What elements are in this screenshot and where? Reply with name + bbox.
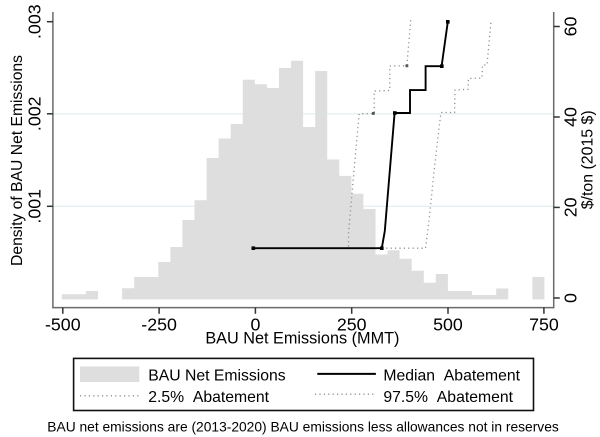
svg-text:$/ton (2015 $): $/ton (2015 $) (580, 110, 597, 209)
svg-text:750: 750 (529, 315, 559, 335)
svg-text:BAU Net Emissions: BAU Net Emissions (148, 367, 286, 384)
svg-text:BAU Net Emissions (MMT): BAU Net Emissions (MMT) (205, 329, 399, 347)
svg-text:-500: -500 (45, 315, 81, 335)
svg-text:.003: .003 (24, 4, 44, 39)
svg-text:60: 60 (560, 17, 580, 37)
svg-text:BAU net emissions are (2013-20: BAU net emissions are (2013-2020) BAU em… (47, 420, 559, 435)
svg-text:20: 20 (560, 197, 580, 217)
svg-text:250: 250 (337, 315, 367, 335)
svg-text:97.5% Abatement: 97.5% Abatement (383, 389, 513, 406)
svg-text:40: 40 (560, 107, 580, 127)
svg-text:.002: .002 (24, 96, 44, 131)
svg-text:500: 500 (433, 315, 463, 335)
svg-text:Median Abatement: Median Abatement (383, 367, 520, 384)
svg-text:2.5% Abatement: 2.5% Abatement (148, 389, 269, 406)
svg-text:-250: -250 (141, 315, 177, 335)
svg-text:Density of BAU Net Emissions: Density of BAU Net Emissions (9, 55, 26, 266)
svg-text:0: 0 (560, 293, 580, 303)
svg-text:0: 0 (250, 315, 260, 335)
svg-text:.001: .001 (24, 189, 44, 224)
